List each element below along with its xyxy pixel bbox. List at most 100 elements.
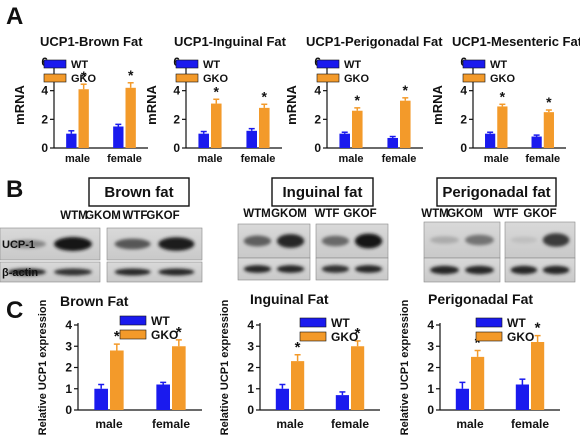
ucp1-band bbox=[54, 237, 92, 251]
actin-band bbox=[54, 268, 92, 276]
y-tick-label: 4 bbox=[41, 84, 48, 98]
legend-label-gko: GKO bbox=[331, 330, 358, 344]
y-tick-label: 2 bbox=[65, 361, 72, 375]
x-category-label: female bbox=[511, 417, 549, 431]
legend-swatch-gko bbox=[316, 73, 340, 83]
actin-band bbox=[321, 265, 350, 273]
bar-gko-female bbox=[172, 346, 186, 410]
actin-band bbox=[8, 268, 46, 276]
legend-swatch-gko bbox=[119, 329, 147, 340]
ucp1-band bbox=[321, 235, 350, 247]
bar-gko-female bbox=[125, 87, 136, 148]
ucp1-band bbox=[430, 236, 459, 244]
legend-label-wt: WT bbox=[151, 314, 170, 328]
significance-star: * bbox=[295, 339, 301, 356]
ucp1-band bbox=[114, 238, 151, 250]
x-category-label: female bbox=[382, 153, 417, 165]
legend-swatch-gko bbox=[175, 73, 199, 83]
blot-title-box bbox=[88, 177, 190, 207]
chart-title: UCP1-Brown Fat bbox=[40, 34, 143, 49]
bar-wt-male bbox=[485, 133, 496, 148]
significance-star: * bbox=[403, 82, 409, 98]
blot-membrane bbox=[315, 257, 389, 281]
legend-label-wt: WT bbox=[203, 59, 220, 71]
bar-gko-female bbox=[531, 342, 545, 410]
significance-star: * bbox=[176, 324, 182, 341]
y-tick-label: 4 bbox=[460, 84, 467, 98]
actin-band bbox=[465, 265, 494, 275]
lane-label: WTF bbox=[494, 208, 519, 220]
y-tick-label: 2 bbox=[427, 361, 434, 375]
significance-star: * bbox=[214, 83, 220, 99]
chart-perigonadal-fat-relative: Perigonadal Fat Relative UCP1 expression 0… bbox=[399, 291, 560, 435]
chart-title: UCP1-Inguinal Fat bbox=[174, 34, 287, 49]
y-tick-label: 3 bbox=[247, 339, 254, 353]
x-category-label: male bbox=[95, 417, 123, 431]
bar-wt-male bbox=[275, 388, 289, 410]
chart-ucp1-perigonadal-mrna: UCP1-Perigonadal FatmRNA0246male*female*… bbox=[284, 34, 443, 165]
actin-band bbox=[243, 265, 272, 273]
y-tick-label: 4 bbox=[65, 318, 72, 332]
y-tick-label: 0 bbox=[65, 403, 72, 417]
significance-star: * bbox=[128, 67, 134, 83]
y-tick-label: 3 bbox=[427, 339, 434, 353]
bar-wt-male bbox=[94, 388, 108, 410]
ucp1-band bbox=[243, 235, 272, 247]
chart-brown-fat-relative: Brown Fat Relative UCP1 expression 0 1 2 3 4 ma… bbox=[37, 293, 202, 435]
legend-label-gko: GKO bbox=[490, 73, 516, 85]
blot-title: Brown fat bbox=[104, 184, 173, 201]
significance-star: * bbox=[475, 335, 481, 352]
significance-star: * bbox=[355, 325, 361, 342]
significance-star: * bbox=[546, 94, 552, 110]
legend-swatch-wt bbox=[299, 317, 327, 328]
legend-swatch-gko bbox=[299, 331, 327, 342]
bar-wt-male bbox=[198, 133, 209, 148]
legend-swatch-wt bbox=[475, 317, 503, 328]
lane-label: GKOM bbox=[85, 210, 121, 222]
bar-gko-male bbox=[78, 89, 89, 148]
legend-swatch-wt bbox=[316, 59, 340, 69]
y-tick-label: 2 bbox=[314, 112, 321, 126]
bar-gko-female bbox=[543, 112, 554, 148]
lane-label: GKOM bbox=[271, 208, 307, 220]
y-axis-label: Relative UCP1 expression bbox=[399, 299, 411, 435]
chart-ucp1-mesenteric-mrna: UCP1-Mesenteric FatmRNA0246male*female*W… bbox=[430, 34, 580, 165]
y-tick-label: 1 bbox=[247, 382, 254, 396]
y-tick-label: 0 bbox=[247, 403, 254, 417]
blot-title: Inguinal fat bbox=[283, 184, 363, 201]
legend-swatch-gko bbox=[462, 73, 486, 83]
lane-label: GKOF bbox=[343, 208, 376, 220]
blot-title-box bbox=[436, 177, 557, 207]
lane-label: GKOF bbox=[146, 210, 179, 222]
x-category-label: female bbox=[152, 417, 190, 431]
y-tick-label: 2 bbox=[247, 361, 254, 375]
y-tick-label: 1 bbox=[427, 382, 434, 396]
bar-wt-female bbox=[335, 395, 349, 410]
bar-wt-female bbox=[387, 137, 398, 148]
legend-swatch-gko bbox=[475, 331, 503, 342]
lane-label: GKOF bbox=[523, 208, 556, 220]
y-tick-label: 4 bbox=[427, 318, 434, 332]
blot-group-1: Inguinal fat WTM GKOM WTF GKOF bbox=[237, 177, 389, 281]
bar-gko-male bbox=[352, 110, 363, 148]
y-axis-label: mRNA bbox=[12, 85, 27, 125]
bar-wt-female bbox=[246, 130, 257, 148]
lane-label: GKOM bbox=[447, 208, 483, 220]
chart-title: UCP1-Perigonadal Fat bbox=[306, 34, 443, 49]
x-category-label: male bbox=[456, 417, 484, 431]
x-category-label: male bbox=[65, 153, 90, 165]
legend-label-wt: WT bbox=[490, 59, 507, 71]
bar-gko-male bbox=[110, 350, 124, 410]
legend-label-gko: GKO bbox=[507, 330, 534, 344]
bar-wt-female bbox=[515, 384, 529, 410]
significance-star: * bbox=[81, 68, 87, 84]
lane-label: WTM bbox=[60, 210, 87, 222]
panel-label-c: C bbox=[6, 297, 23, 324]
legend-label-wt: WT bbox=[71, 59, 88, 71]
actin-band bbox=[510, 265, 538, 275]
legend-swatch-gko bbox=[43, 73, 67, 83]
blot-title-box bbox=[271, 177, 374, 207]
